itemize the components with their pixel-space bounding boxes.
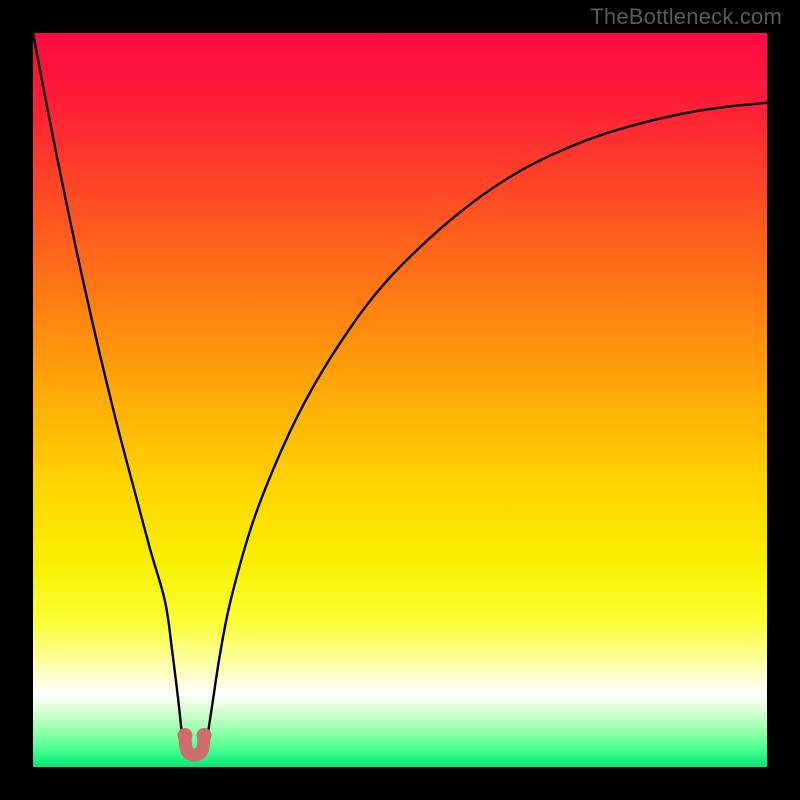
trough-dot	[197, 728, 212, 743]
trough-dot	[177, 728, 192, 743]
chart-plot-area	[33, 33, 767, 767]
watermark-text: TheBottleneck.com	[590, 4, 782, 30]
trough-endpoints	[177, 728, 211, 743]
trough-highlight-layer	[33, 33, 767, 767]
